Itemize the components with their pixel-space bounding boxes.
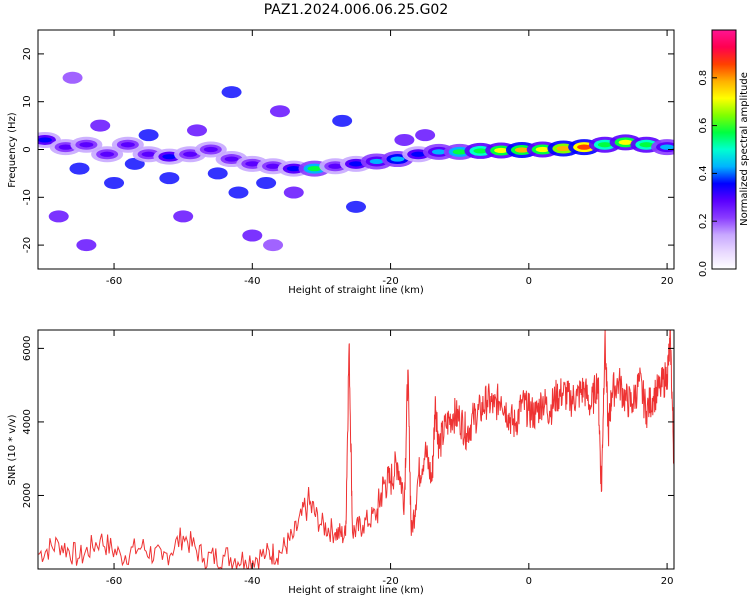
colorbar-tick-label: 0.6 bbox=[698, 118, 709, 134]
y-tick-label: 4000 bbox=[22, 409, 33, 434]
colorbar-tick-label: 0.4 bbox=[698, 165, 709, 181]
spectrogram-patch bbox=[221, 86, 242, 99]
spectrogram-patch bbox=[415, 129, 436, 142]
spectrogram-patch bbox=[207, 167, 228, 180]
spectrogram-plot-area bbox=[38, 71, 674, 252]
ridge-core bbox=[660, 144, 674, 150]
spectrogram-panel: -60 -40 -20 0 20 -20 -10 0 10 20 Height of strai… bbox=[7, 29, 675, 296]
ridge-core bbox=[639, 142, 654, 148]
x-tick-label: 20 bbox=[661, 576, 674, 587]
y-tick-label: -10 bbox=[22, 189, 33, 205]
ridge-core bbox=[452, 149, 467, 155]
spectrogram-patch bbox=[90, 119, 111, 132]
ridge-core bbox=[203, 146, 218, 153]
spectrogram-patch bbox=[394, 133, 415, 146]
figure-title: PAZ1.2024.006.06.25.G02 bbox=[264, 2, 449, 18]
colorbar-tick-label: 0.0 bbox=[698, 261, 709, 277]
ridge-core bbox=[120, 142, 135, 148]
spectrogram-patch bbox=[159, 172, 180, 185]
spectrogram-patch bbox=[346, 200, 366, 213]
colorbar-ticks: 0.0 0.2 0.4 0.6 0.8 bbox=[698, 70, 717, 277]
ridge-core bbox=[79, 142, 94, 148]
ridge-core bbox=[349, 161, 363, 167]
snr-y-axis-label: SNR (10 * v/v) bbox=[7, 414, 18, 485]
snr-frame bbox=[37, 329, 675, 570]
y-tick-label: 0 bbox=[22, 146, 33, 152]
ridge-core bbox=[473, 148, 488, 154]
x-tick-label: 0 bbox=[526, 276, 532, 287]
y-tick-label: -20 bbox=[22, 237, 33, 253]
ridge-core bbox=[286, 166, 301, 172]
ridge-core bbox=[597, 142, 612, 148]
ridge-core bbox=[411, 151, 426, 157]
x-tick-label: -60 bbox=[106, 276, 122, 287]
spectrogram-patch bbox=[62, 71, 83, 84]
x-tick-label: 0 bbox=[526, 576, 532, 587]
ridge-core bbox=[58, 144, 73, 150]
ridge-core bbox=[556, 145, 571, 152]
spectrogram-patch bbox=[228, 186, 249, 199]
ridge-core bbox=[245, 161, 260, 167]
x-tick-label: -20 bbox=[382, 576, 398, 587]
spectrogram-patch bbox=[173, 210, 194, 223]
ridge-core bbox=[307, 166, 322, 172]
ridge-core bbox=[535, 146, 550, 153]
snr-x-axis-label: Height of straight line (km) bbox=[288, 585, 424, 596]
snr-plot-area bbox=[38, 330, 674, 569]
spectrogram-patch bbox=[283, 186, 304, 199]
spectrogram-patch bbox=[138, 129, 159, 142]
ridge-core bbox=[38, 137, 52, 143]
ridge-core bbox=[224, 156, 239, 162]
snr-line bbox=[38, 330, 674, 569]
spectrogram-y-ticks: -20 -10 0 10 20 bbox=[22, 48, 674, 253]
x-tick-label: -20 bbox=[382, 276, 398, 287]
y-tick-label: 6000 bbox=[22, 336, 33, 361]
spectrogram-patch bbox=[242, 229, 263, 242]
spectrogram-patch bbox=[76, 239, 97, 252]
y-tick-label: 2000 bbox=[22, 483, 33, 508]
ridge-core bbox=[369, 158, 384, 165]
ridge-core bbox=[100, 151, 115, 157]
ridge-core bbox=[514, 147, 529, 153]
ridge-core bbox=[577, 144, 592, 150]
ridge-core bbox=[162, 154, 177, 160]
spectrogram-x-ticks: -60 -40 -20 0 20 bbox=[106, 30, 674, 287]
x-tick-label: 20 bbox=[661, 276, 674, 287]
y-tick-label: 20 bbox=[22, 48, 33, 61]
ridge-core bbox=[183, 151, 198, 157]
colorbar: 0.0 0.2 0.4 0.6 0.8 Normalized spectral ampl… bbox=[698, 29, 750, 277]
spectrogram-patch bbox=[332, 114, 353, 127]
ridge-core bbox=[141, 151, 156, 157]
snr-panel: -60 -40 -20 0 20 2000 4000 6000 Height of stra… bbox=[7, 329, 675, 596]
spectrogram-patch bbox=[269, 105, 290, 118]
x-tick-label: -40 bbox=[244, 276, 260, 287]
ridge-core bbox=[618, 139, 633, 145]
spectrogram-patch bbox=[48, 210, 69, 223]
colorbar-tick-label: 0.8 bbox=[698, 70, 709, 86]
ridge-core bbox=[390, 156, 405, 162]
colorbar-label: Normalized spectral amplitude bbox=[739, 72, 750, 226]
spectrogram-patch bbox=[104, 176, 125, 189]
colorbar-tick-label: 0.2 bbox=[698, 213, 709, 229]
spectrogram-patch bbox=[256, 176, 277, 189]
spectrogram-y-axis-label: Frequency (Hz) bbox=[7, 112, 18, 188]
snr-y-ticks: 2000 4000 6000 bbox=[22, 336, 674, 508]
ridge-core bbox=[431, 149, 446, 155]
spectrogram-patch bbox=[69, 162, 90, 175]
ridge-core bbox=[494, 147, 509, 154]
y-tick-label: 10 bbox=[22, 95, 33, 108]
x-tick-label: -60 bbox=[106, 576, 122, 587]
colorbar-gradient bbox=[711, 29, 737, 270]
ridge-core bbox=[328, 163, 343, 169]
spectrogram-x-axis-label: Height of straight line (km) bbox=[288, 285, 424, 296]
x-tick-label: -40 bbox=[244, 576, 260, 587]
spectrogram-patch bbox=[263, 239, 284, 252]
snr-x-ticks: -60 -40 -20 0 20 bbox=[106, 330, 674, 587]
ridge-core bbox=[266, 163, 281, 169]
spectrogram-patch bbox=[187, 124, 207, 137]
